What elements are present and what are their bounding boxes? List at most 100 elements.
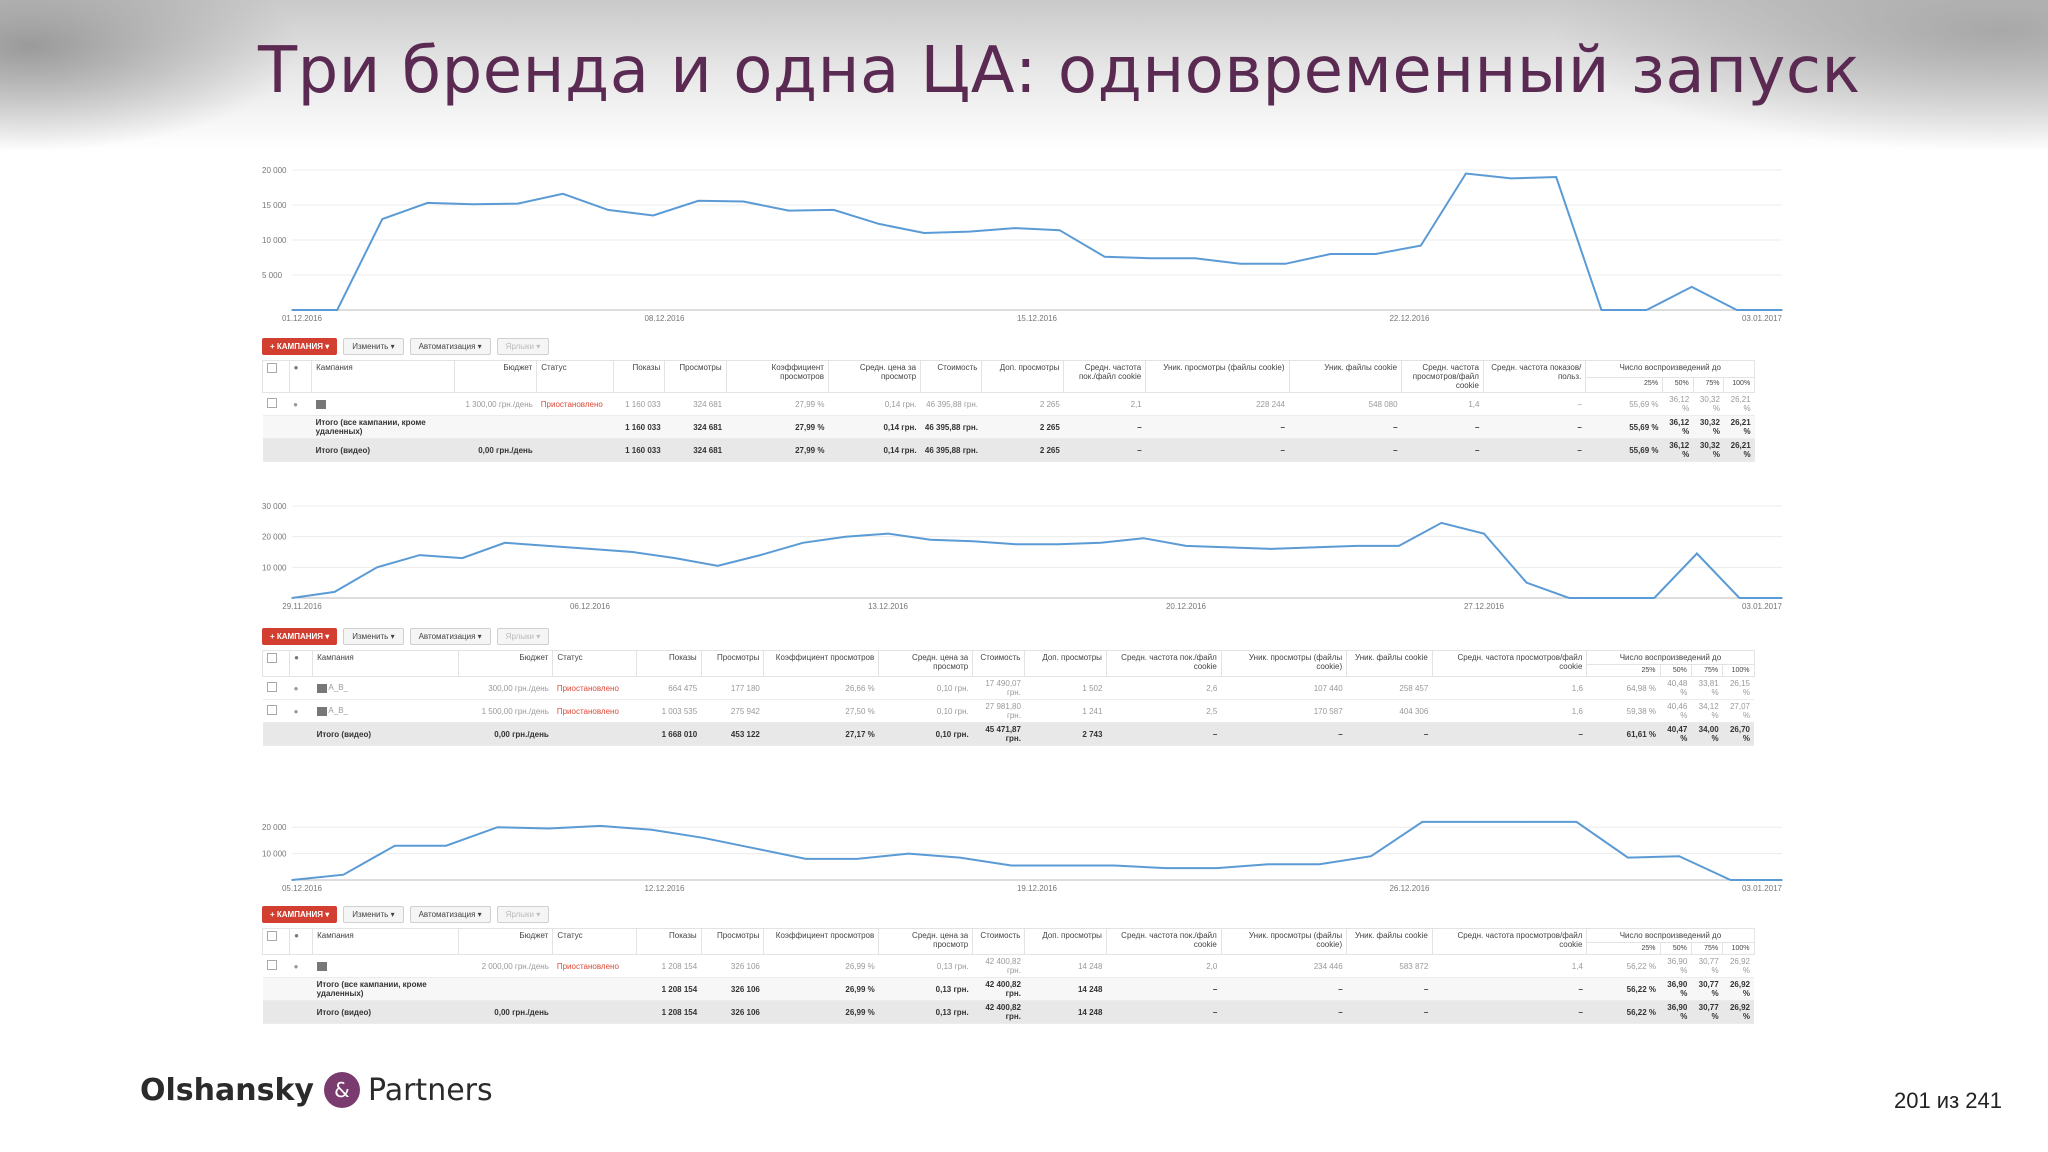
column-header[interactable]: Кампания	[312, 928, 460, 955]
column-header[interactable]: Число воспроизведений до	[1586, 928, 1755, 943]
column-header[interactable]: Уник. просмотры (файлы cookie)	[1220, 928, 1348, 955]
column-header[interactable]: Просмотры	[700, 650, 765, 677]
column-header[interactable]: Доп. просмотры	[981, 360, 1065, 393]
status-dot[interactable]: ●	[289, 392, 312, 416]
row-checkbox[interactable]	[262, 954, 290, 978]
column-header[interactable]: Средн. частота пок./файл cookie	[1105, 650, 1222, 677]
add-campaign-button[interactable]: + КАМПАНИЯ ▾	[262, 337, 338, 355]
column-header[interactable]: Средн. частота просмотров/файл cookie	[1431, 928, 1588, 955]
checkbox-icon[interactable]	[266, 682, 277, 692]
column-header[interactable]: Просмотры	[700, 928, 765, 955]
column-header[interactable]: Уник. просмотры (файлы cookie)	[1220, 650, 1348, 677]
labels-dropdown[interactable]: Ярлыки ▾	[496, 627, 550, 645]
column-header[interactable]: Кампания	[312, 650, 460, 677]
row-checkbox[interactable]	[262, 676, 290, 700]
row-checkbox[interactable]	[262, 977, 290, 1001]
campaign-name[interactable]: A_B_	[328, 683, 348, 693]
select-all-checkbox[interactable]	[262, 360, 290, 393]
column-header[interactable]: 50%	[1662, 377, 1694, 393]
automation-dropdown[interactable]: Автоматизация ▾	[409, 627, 491, 645]
column-header[interactable]: Кампания	[311, 360, 456, 393]
column-header[interactable]: Средн. частота пок./файл cookie	[1063, 360, 1147, 393]
table-row[interactable]: ● A_B_ 1 500,00 грн./день Приостановлено 1 …	[262, 699, 1786, 723]
column-header[interactable]: Стоимость	[920, 360, 983, 393]
checkbox-icon[interactable]	[266, 705, 277, 715]
column-header[interactable]: 100%	[1722, 664, 1755, 677]
cell-budget[interactable]: 300,00 грн./день	[458, 676, 553, 700]
row-checkbox[interactable]	[262, 699, 290, 723]
table-row[interactable]: ● 2 000,00 грн./день Приостановлено 1 208 …	[262, 954, 1786, 978]
column-header[interactable]: Коэффициент просмотров	[763, 928, 880, 955]
labels-dropdown[interactable]: Ярлыки ▾	[496, 905, 550, 923]
column-header[interactable]: Доп. просмотры	[1024, 928, 1107, 955]
column-header[interactable]: 75%	[1690, 664, 1724, 677]
column-header[interactable]: 100%	[1722, 942, 1755, 955]
column-header[interactable]: Статус	[552, 928, 637, 955]
column-header[interactable]: Средн. цена за просмотр	[878, 928, 974, 955]
column-header[interactable]: 75%	[1692, 377, 1725, 393]
status-dot[interactable]	[289, 438, 312, 462]
column-header[interactable]: Уник. просмотры (файлы cookie)	[1145, 360, 1290, 393]
edit-dropdown[interactable]: Изменить ▾	[343, 905, 404, 923]
column-header[interactable]: Средн. цена за просмотр	[878, 650, 974, 677]
column-header[interactable]: Средн. частота показов/польз.	[1482, 360, 1587, 393]
column-header[interactable]: 100%	[1723, 377, 1756, 393]
column-header[interactable]: Показы	[613, 360, 666, 393]
add-campaign-button[interactable]: + КАМПАНИЯ ▾	[262, 905, 338, 923]
column-header[interactable]: 25%	[1585, 377, 1664, 393]
column-header[interactable]: Средн. частота просмотров/файл cookie	[1401, 360, 1484, 393]
column-header[interactable]: 50%	[1659, 664, 1692, 677]
status-dot[interactable]: ●	[289, 676, 313, 700]
cell-budget[interactable]: 2 000,00 грн./день	[458, 954, 553, 978]
column-header[interactable]: Стоимость	[972, 650, 1026, 677]
row-checkbox[interactable]	[262, 415, 290, 439]
column-header[interactable]: Стоимость	[972, 928, 1026, 955]
column-header[interactable]: 25%	[1586, 942, 1661, 955]
edit-dropdown[interactable]: Изменить ▾	[343, 627, 404, 645]
select-all-checkbox[interactable]	[261, 928, 291, 955]
column-header[interactable]: Статус	[536, 360, 615, 393]
cell-budget[interactable]: 1 300,00 грн./день	[454, 392, 537, 416]
select-all-checkbox[interactable]	[261, 650, 291, 677]
status-dot[interactable]	[289, 977, 313, 1001]
column-header[interactable]: Число воспроизведений до	[1586, 650, 1755, 665]
edit-dropdown[interactable]: Изменить ▾	[343, 337, 404, 355]
table-row[interactable]: Итого (все кампании, кроме удаленных) 1 2…	[262, 977, 1786, 1001]
campaign-name-cell[interactable]: A_B_	[312, 699, 459, 723]
table-row[interactable]: Итого (видео) 0,00 грн./день 1 668 010 453 …	[262, 722, 1786, 746]
cell-budget[interactable]: 1 500,00 грн./день	[458, 699, 553, 723]
campaign-name-cell[interactable]	[311, 392, 455, 416]
column-header[interactable]: Просмотры	[664, 360, 727, 393]
checkbox-icon[interactable]	[267, 653, 277, 663]
column-header[interactable]: Бюджет	[458, 650, 554, 677]
column-header[interactable]: 50%	[1659, 942, 1692, 955]
column-header[interactable]: Средн. частота пок./файл cookie	[1105, 928, 1222, 955]
checkbox-icon[interactable]	[267, 931, 277, 941]
status-dot[interactable]	[289, 722, 313, 746]
checkbox-icon[interactable]	[267, 363, 277, 373]
column-header[interactable]: Средн. частота просмотров/файл cookie	[1431, 650, 1588, 677]
checkbox-icon[interactable]	[266, 960, 277, 970]
row-checkbox[interactable]	[262, 438, 290, 462]
row-checkbox[interactable]	[262, 1000, 290, 1024]
add-campaign-button[interactable]: + КАМПАНИЯ ▾	[262, 627, 338, 645]
status-dot[interactable]: ●	[289, 954, 313, 978]
campaign-name-cell[interactable]	[312, 954, 459, 978]
column-header[interactable]: Уник. файлы cookie	[1346, 650, 1433, 677]
column-header[interactable]: Уник. файлы cookie	[1346, 928, 1433, 955]
campaign-name-cell[interactable]: A_B_	[312, 676, 459, 700]
row-checkbox[interactable]	[262, 392, 290, 416]
column-header[interactable]: Число воспроизведений до	[1585, 359, 1756, 379]
column-header[interactable]: Коэффициент просмотров	[763, 650, 880, 677]
column-header[interactable]: 25%	[1586, 664, 1661, 677]
status-dot[interactable]	[289, 415, 312, 439]
column-header[interactable]: 75%	[1690, 942, 1724, 955]
column-header[interactable]: Показы	[635, 928, 702, 955]
column-header[interactable]: Доп. просмотры	[1024, 650, 1107, 677]
column-header[interactable]: Бюджет	[454, 360, 538, 393]
checkbox-icon[interactable]	[266, 398, 277, 408]
table-row[interactable]: Итого (видео) 0,00 грн./день 1 208 154 326 …	[262, 1000, 1786, 1024]
status-dot[interactable]	[289, 1000, 313, 1024]
column-header[interactable]: Коэффициент просмотров	[725, 360, 829, 393]
column-header[interactable]: Статус	[552, 650, 637, 677]
